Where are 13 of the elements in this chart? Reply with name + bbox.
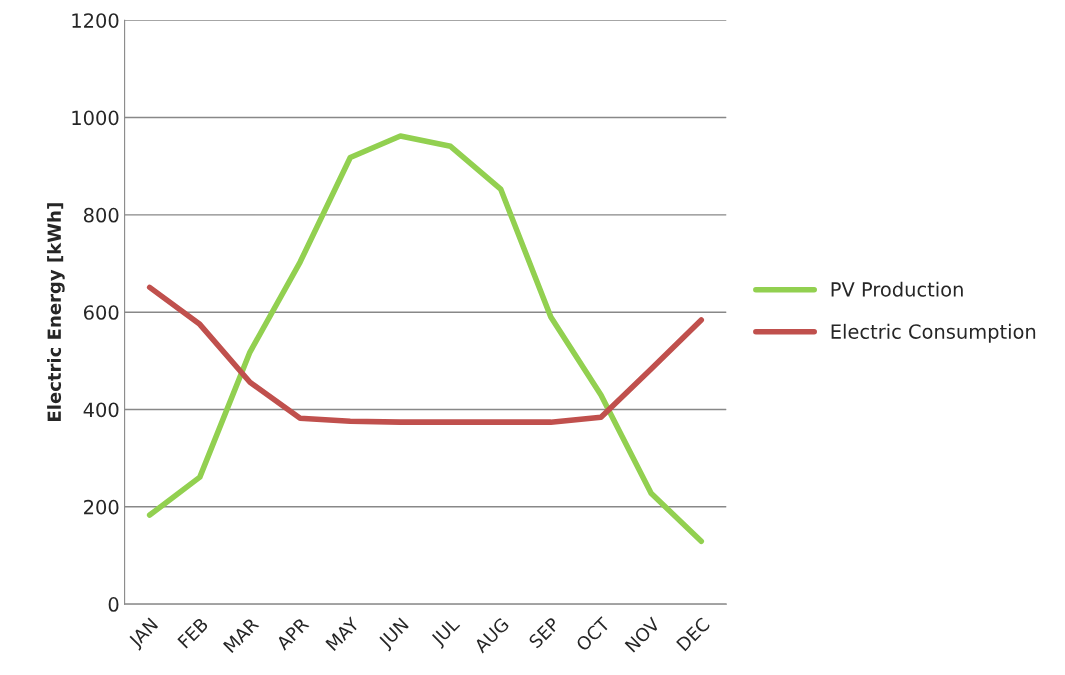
y-tick-label: 200 [84,499,119,515]
legend-label: PV Production [831,281,963,297]
x-tick-label: FEB [177,617,209,649]
y-tick-label: 1200 [72,13,119,28]
y-axis-title: Electric Energy [kWh] [47,203,65,421]
x-tick-label: SEP [528,616,561,649]
y-tick-label: 400 [83,402,119,418]
y-tick-label: 1000 [72,110,119,126]
y-tick-label: 600 [83,305,119,320]
legend-label: Electric Consumption [831,323,1036,343]
x-tick-label: JUL [430,616,463,650]
y-tick-label: 800 [83,207,119,223]
y-tick-label: 0 [108,597,119,612]
